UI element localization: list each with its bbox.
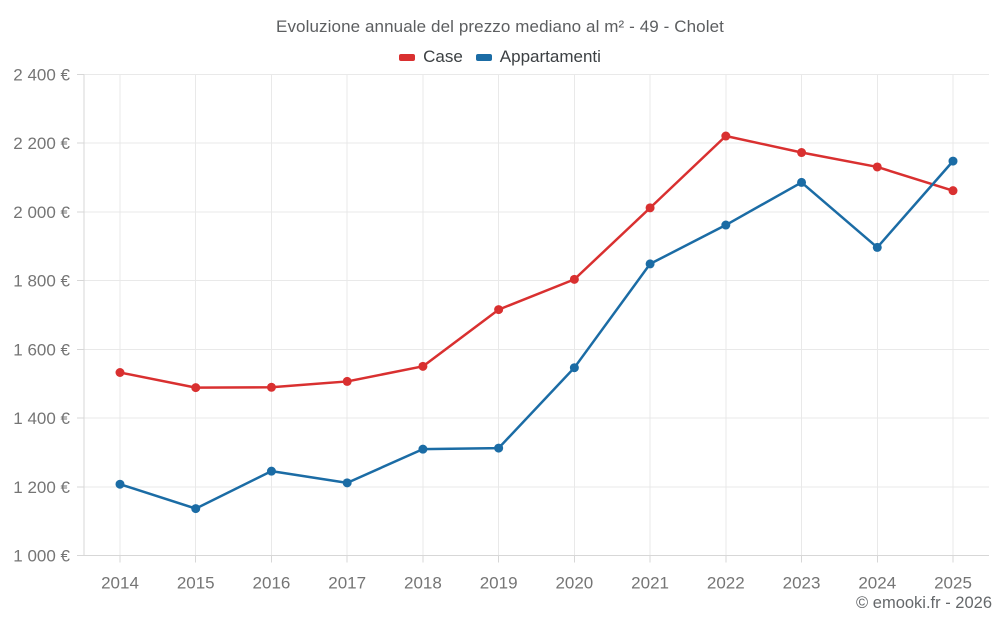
x-axis-label-2015: 2015: [177, 574, 215, 593]
series-point-appartamenti-2023[interactable]: [797, 177, 807, 187]
x-axis-label-2018: 2018: [404, 574, 442, 593]
copyright: © emooki.fr - 2026: [856, 594, 992, 612]
y-axis-label-1000: 1 000 €: [13, 547, 70, 566]
x-axis-label-2025: 2025: [934, 574, 972, 593]
chart-title: Evoluzione annuale del prezzo mediano al…: [276, 17, 724, 36]
series-point-appartamenti-2017[interactable]: [342, 478, 352, 488]
legend-label-case: Case: [423, 47, 463, 66]
y-axis-label-1600: 1 600 €: [13, 340, 70, 359]
series-point-appartamenti-2021[interactable]: [645, 259, 655, 269]
series-point-appartamenti-2016[interactable]: [266, 466, 276, 476]
x-axis-label-2022: 2022: [707, 574, 745, 593]
series-point-case-2016[interactable]: [266, 382, 276, 392]
legend-label-appartamenti: Appartamenti: [499, 47, 601, 66]
series-point-appartamenti-2019[interactable]: [494, 443, 504, 453]
x-axis-label-2016: 2016: [253, 574, 291, 593]
series-point-case-2023[interactable]: [797, 148, 807, 158]
legend-item-appartamenti[interactable]: Appartamenti: [475, 47, 601, 67]
legend-swatch-case-icon: [399, 53, 416, 61]
legend-item-case[interactable]: Case: [399, 47, 463, 67]
series-point-case-2015[interactable]: [191, 383, 201, 393]
series-point-appartamenti-2018[interactable]: [418, 444, 428, 454]
y-axis-label-1400: 1 400 €: [13, 409, 70, 428]
series-point-case-2022[interactable]: [721, 131, 731, 141]
series-line-case: [118, 134, 955, 389]
legend-swatch-appartamenti-icon: [475, 53, 492, 61]
series-point-appartamenti-2015[interactable]: [191, 504, 201, 514]
y-axis-label-2000: 2 000 €: [13, 203, 70, 222]
series-point-case-2014[interactable]: [115, 368, 125, 378]
series-point-case-2017[interactable]: [342, 376, 352, 386]
x-axis-label-2023: 2023: [783, 574, 821, 593]
y-axis-label-2200: 2 200 €: [13, 134, 70, 153]
series-point-case-2020[interactable]: [569, 274, 579, 284]
y-axis-label-1200: 1 200 €: [13, 478, 70, 497]
series-point-case-2018[interactable]: [418, 361, 428, 371]
series-point-case-2024[interactable]: [872, 162, 882, 172]
series-point-case-2025[interactable]: [948, 186, 958, 196]
series-line-appartamenti: [118, 159, 955, 510]
x-axis-label-2017: 2017: [328, 574, 366, 593]
x-axis-label-2019: 2019: [480, 574, 518, 593]
y-axis-label-1800: 1 800 €: [13, 272, 70, 291]
x-axis-label-2014: 2014: [101, 574, 139, 593]
x-axis-label-2021: 2021: [631, 574, 669, 593]
chart-legend: Case Appartamenti: [0, 47, 1000, 67]
series-point-case-2021[interactable]: [645, 203, 655, 213]
series-point-case-2019[interactable]: [494, 305, 504, 315]
series-point-appartamenti-2020[interactable]: [569, 363, 579, 373]
x-axis-label-2020: 2020: [555, 574, 593, 593]
series-point-appartamenti-2014[interactable]: [115, 479, 125, 489]
x-axis-label-2024: 2024: [858, 574, 896, 593]
y-axis-label-2400: 2 400 €: [13, 66, 70, 85]
series-point-appartamenti-2025[interactable]: [948, 156, 958, 166]
series-point-appartamenti-2022[interactable]: [721, 220, 731, 230]
series-point-appartamenti-2024[interactable]: [872, 242, 882, 252]
